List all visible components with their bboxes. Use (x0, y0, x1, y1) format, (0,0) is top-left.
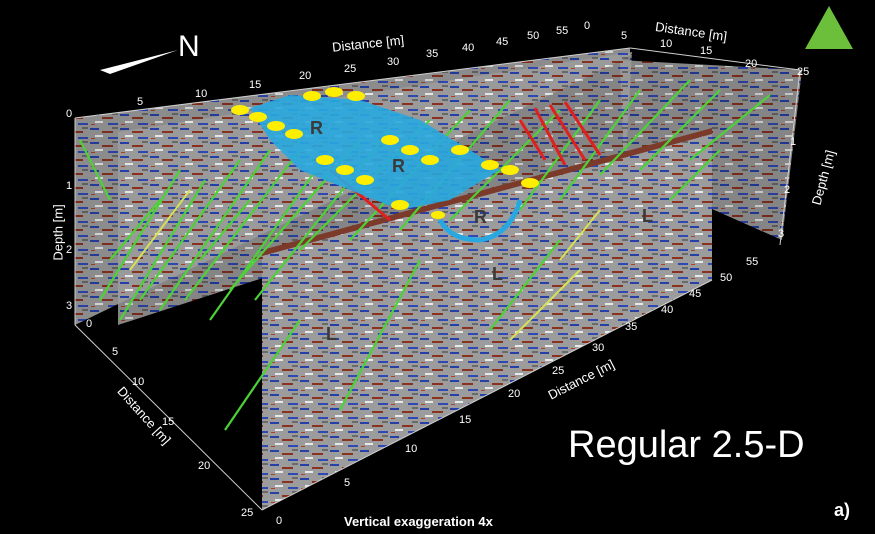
interpreted-curve (437, 199, 523, 243)
figure-title: Regular 2.5-D (568, 424, 805, 466)
tick-front-50: 50 (720, 272, 733, 284)
tick-top-45: 45 (496, 36, 509, 48)
triangle-icon (805, 6, 853, 49)
tick-top-0-upper-right: 0 (584, 20, 591, 32)
tick-left-bottom-20: 20 (198, 460, 211, 472)
tick-front-45: 45 (689, 288, 702, 300)
tick-right-10: 10 (660, 38, 673, 50)
panel-label: a) (834, 500, 851, 520)
tick-left-bottom-10: 10 (132, 376, 145, 388)
tick-front-55: 55 (746, 256, 759, 268)
tick-front-25: 25 (552, 365, 565, 377)
tick-top-25: 25 (344, 63, 357, 75)
north-arrow-icon (100, 50, 178, 74)
tick-front-0: 0 (276, 515, 283, 527)
annotation-l-3: L (326, 324, 337, 344)
tick-top-50: 50 (527, 30, 540, 42)
tick-left-bottom-25: 25 (241, 507, 254, 519)
tick-top-5: 5 (137, 96, 144, 108)
tick-front-5: 5 (344, 477, 351, 489)
tick-left-depth-3: 3 (66, 300, 73, 312)
axis-lines (74, 47, 801, 511)
vertical-exaggeration-label: Vertical exaggeration 4x (344, 514, 493, 529)
tick-front-30: 30 (592, 342, 605, 354)
left-depth-axis-title: Depth [m] (50, 204, 66, 261)
tick-top-40: 40 (462, 42, 475, 54)
tick-front-35: 35 (625, 321, 638, 333)
tick-left-depth-0: 0 (66, 108, 73, 120)
tick-left-depth-1: 1 (66, 180, 73, 192)
tick-top-30: 30 (387, 56, 400, 68)
tick-top-55: 55 (556, 25, 569, 37)
front-panel-top-edge (262, 128, 712, 256)
tick-top-5-upper-right: 5 (621, 30, 628, 42)
tick-right-25: 25 (797, 66, 810, 78)
tick-right-depth-2: 2 (784, 184, 791, 196)
tick-top-10: 10 (195, 88, 208, 100)
annotation-r-2: R (392, 156, 405, 176)
interpreted-surface (250, 95, 500, 210)
tick-left-bottom-15: 15 (162, 416, 175, 428)
annotation-l-1: L (642, 206, 653, 226)
annotation-r-3: R (474, 207, 487, 227)
yellow-lines (129, 189, 601, 341)
tick-top-15: 15 (249, 79, 262, 91)
tick-left-depth-2: 2 (66, 244, 73, 256)
yellow-markers (231, 87, 539, 219)
tick-front-40: 40 (661, 304, 674, 316)
annotation-l-2: L (492, 264, 503, 284)
tick-front-20: 20 (508, 388, 521, 400)
tick-top-35: 35 (426, 48, 439, 60)
tick-left-bottom-0: 0 (86, 318, 93, 330)
fracture-lines (79, 79, 771, 431)
tick-left-bottom-5: 5 (112, 346, 119, 358)
annotation-r-1: R (310, 118, 323, 138)
tick-front-10: 10 (405, 443, 418, 455)
tick-right-20: 20 (745, 58, 758, 70)
tick-top-20: 20 (299, 70, 312, 82)
tick-right-depth-1: 1 (790, 136, 797, 148)
tick-right-depth-3: 3 (778, 228, 785, 240)
tick-right-15: 15 (700, 45, 713, 57)
tick-front-15: 15 (459, 414, 472, 426)
north-label: N (178, 30, 200, 63)
